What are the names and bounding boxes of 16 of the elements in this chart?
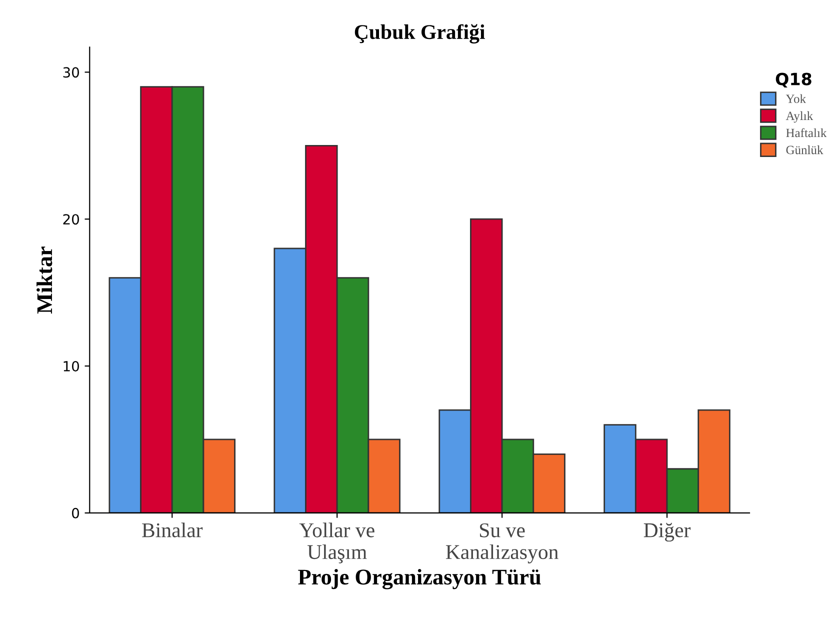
legend-label: Günlük [786, 145, 824, 154]
y-axis-title: Miktar [36, 246, 52, 314]
y-tick-label: 10 [64, 360, 79, 372]
x-tick-label: Su ve Kanalizasyon [446, 523, 558, 564]
legend-label: Aylık [786, 111, 814, 123]
y-tick-label: 20 [63, 214, 79, 225]
x-axis-title: Proje Organizasyon Türü [298, 568, 541, 590]
chart-title: Çubuk Grafiği [354, 24, 485, 44]
y-tick-label: 30 [63, 67, 79, 78]
legend-title: Q18 [776, 72, 812, 88]
y-tick-label: 0 [72, 508, 79, 518]
legend-label: Haftalık [786, 128, 827, 138]
legend-label: Yok [786, 94, 806, 104]
x-tick-label: Yollar ve Ulaşım [299, 522, 374, 564]
x-tick-label: Binalar [142, 522, 203, 538]
x-tick-label: Diğer [644, 522, 691, 542]
